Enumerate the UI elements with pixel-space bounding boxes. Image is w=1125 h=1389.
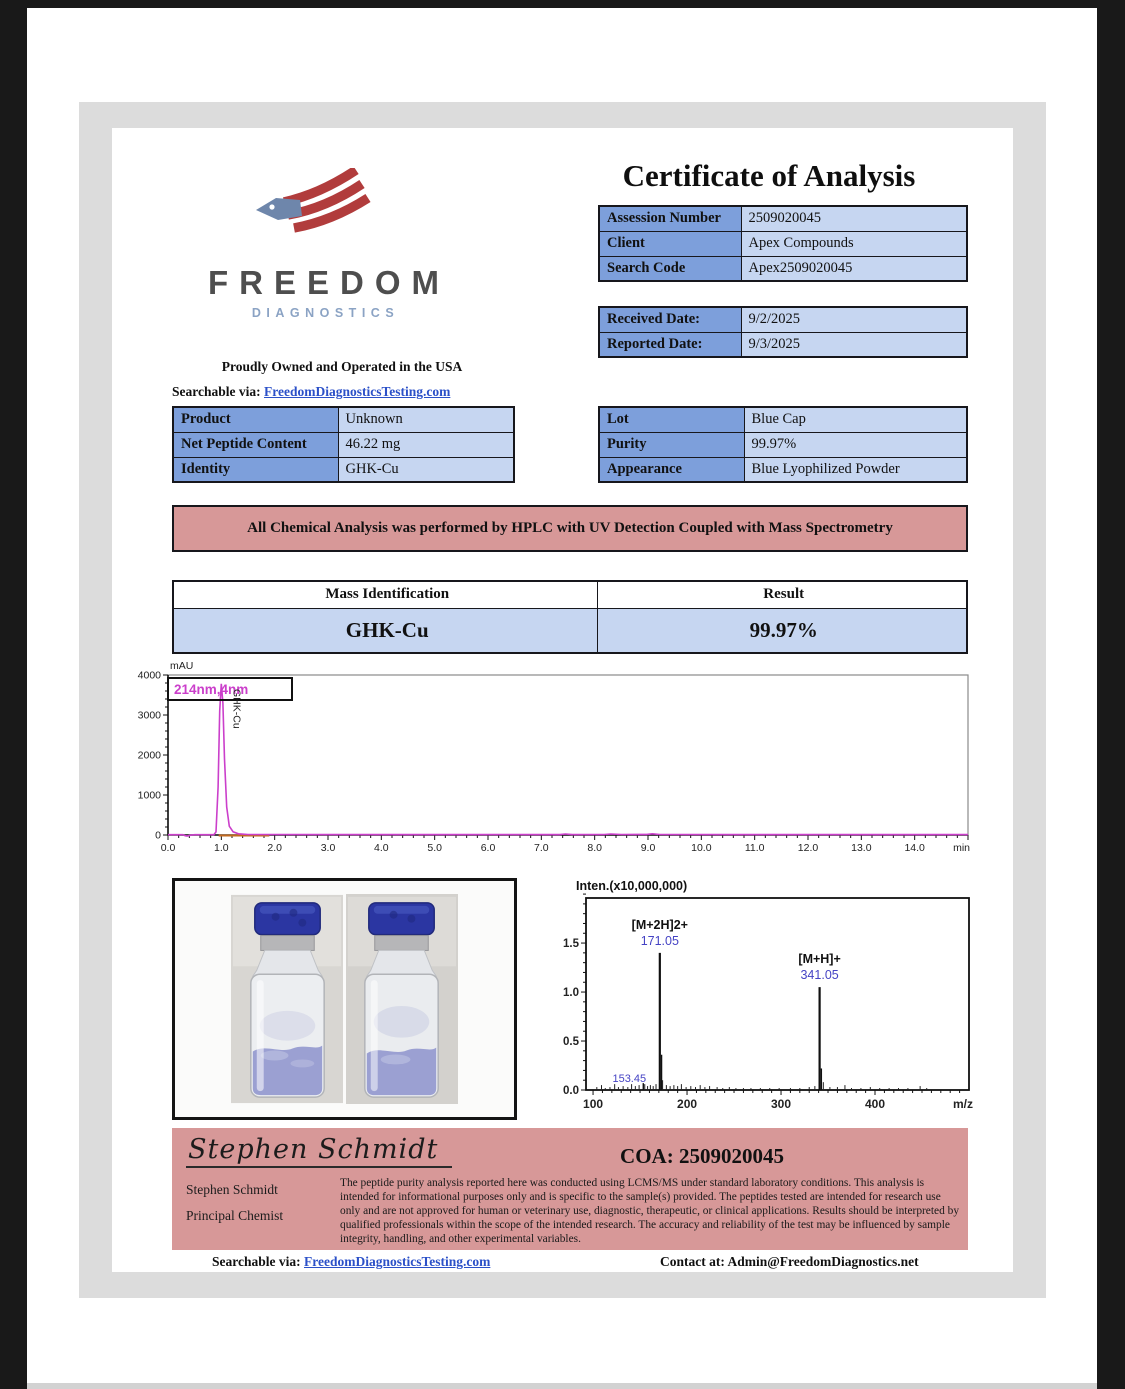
usa-tagline: Proudly Owned and Operated in the USA xyxy=(221,359,463,374)
info-label: Search Code xyxy=(598,255,742,282)
searchable-link[interactable]: FreedomDiagnosticsTesting.com xyxy=(264,384,451,399)
vial-photo-right xyxy=(346,894,458,1104)
svg-text:100: 100 xyxy=(583,1097,603,1111)
date-label: Received Date: xyxy=(598,306,742,333)
svg-text:[M+2H]2+: [M+2H]2+ xyxy=(632,918,688,932)
lot-label: Purity xyxy=(598,431,745,458)
accession-info-table: Assession Number 2509020045 Client Apex … xyxy=(598,205,968,282)
svg-text:200: 200 xyxy=(677,1097,697,1111)
date-value: 9/2/2025 xyxy=(740,306,968,333)
hplc-chromatogram-chart: 0 1000 2000 3000 4000 0.0 1.0 2.0 3.0 4.0 5.0 6.0 7.… xyxy=(138,660,971,854)
svg-text:12.0: 12.0 xyxy=(798,842,819,854)
footer-searchable-label: Searchable via: xyxy=(212,1254,301,1269)
info-value: Apex2509020045 xyxy=(740,255,968,282)
lot-label: Appearance xyxy=(598,456,745,483)
svg-text:11.0: 11.0 xyxy=(745,842,765,854)
svg-text:13.0: 13.0 xyxy=(851,842,872,854)
svg-text:10.0: 10.0 xyxy=(691,842,712,854)
signature-footer-box: Stephen Schmidt COA: 2509020045 Stephen … xyxy=(172,1128,968,1250)
result-header: Result xyxy=(597,580,968,609)
searchable-line: Searchable via: FreedomDiagnosticsTestin… xyxy=(172,384,450,400)
bottom-strip xyxy=(27,1383,1097,1389)
svg-text:400: 400 xyxy=(865,1097,885,1111)
lot-value: 99.97% xyxy=(743,431,968,458)
svg-text:[M+H]+: [M+H]+ xyxy=(798,952,840,966)
svg-text:3.0: 3.0 xyxy=(321,842,336,854)
svg-text:1.0: 1.0 xyxy=(563,987,579,999)
svg-text:1.0: 1.0 xyxy=(214,842,229,854)
product-value: GHK-Cu xyxy=(337,456,515,483)
signature-script: Stephen Schmidt xyxy=(186,1134,453,1168)
svg-text:1000: 1000 xyxy=(138,790,162,802)
svg-text:153.45: 153.45 xyxy=(612,1073,646,1085)
svg-text:214nm,4nm: 214nm,4nm xyxy=(174,682,248,697)
info-label: Assession Number xyxy=(598,205,742,232)
svg-text:0: 0 xyxy=(155,830,161,842)
svg-text:mAU: mAU xyxy=(170,660,193,672)
coa-number: COA: 2509020045 xyxy=(620,1144,784,1168)
lot-value: Blue Lyophilized Powder xyxy=(743,456,968,483)
lot-label: Lot xyxy=(598,406,745,433)
svg-text:0.0: 0.0 xyxy=(563,1085,579,1097)
method-banner-text: All Chemical Analysis was performed by H… xyxy=(247,520,893,536)
svg-text:2000: 2000 xyxy=(138,750,162,762)
signer-title: Principal Chemist xyxy=(186,1208,284,1223)
searchable-label: Searchable via: xyxy=(172,384,261,399)
product-label: Identity xyxy=(172,456,339,483)
svg-text:300: 300 xyxy=(771,1097,791,1111)
mass-header: Mass Identification xyxy=(172,580,599,609)
svg-text:0.5: 0.5 xyxy=(563,1036,580,1048)
svg-text:min: min xyxy=(953,842,970,854)
result-value: 99.97% xyxy=(597,607,968,654)
method-banner: All Chemical Analysis was performed by H… xyxy=(172,505,968,552)
lot-table: Lot Blue Cap Purity 99.97% Appearance Bl… xyxy=(598,406,968,483)
svg-text:1.5: 1.5 xyxy=(563,938,580,950)
footer-searchable-link[interactable]: FreedomDiagnosticsTesting.com xyxy=(304,1254,491,1269)
logo-subtitle: DIAGNOSTICS xyxy=(251,306,400,320)
svg-text:Inten.(x10,000,000): Inten.(x10,000,000) xyxy=(576,879,687,893)
date-label: Reported Date: xyxy=(598,331,742,358)
logo-wordmark: FREEDOM xyxy=(208,264,450,301)
product-table: Product Unknown Net Peptide Content 46.2… xyxy=(172,406,515,483)
product-value: Unknown xyxy=(337,406,515,433)
vial-photo-box xyxy=(172,878,517,1120)
mass-value: GHK-Cu xyxy=(172,607,599,654)
svg-text:8.0: 8.0 xyxy=(587,842,602,854)
svg-text:6.0: 6.0 xyxy=(481,842,496,854)
signer-name: Stephen Schmidt xyxy=(186,1182,278,1197)
page-title: Certificate of Analysis xyxy=(622,158,916,193)
info-value: 2509020045 xyxy=(740,205,968,232)
svg-text:m/z: m/z xyxy=(953,1097,973,1111)
lot-value: Blue Cap xyxy=(743,406,968,433)
svg-text:341.05: 341.05 xyxy=(800,968,838,982)
mass-identification-table: Mass Identification Result GHK-Cu 99.97% xyxy=(172,580,968,654)
svg-text:14.0: 14.0 xyxy=(904,842,925,854)
svg-text:0.0: 0.0 xyxy=(161,842,176,854)
info-value: Apex Compounds xyxy=(740,230,968,257)
svg-text:GHK-Cu: GHK-Cu xyxy=(230,689,242,729)
disclaimer-text: The peptide purity analysis reported her… xyxy=(340,1177,960,1246)
dates-table: Received Date: 9/2/2025 Reported Date: 9… xyxy=(598,306,968,358)
footer-contact: Contact at: Admin@FreedomDiagnostics.net xyxy=(660,1254,919,1269)
vial-photo-left xyxy=(231,894,343,1104)
svg-text:5.0: 5.0 xyxy=(427,842,442,854)
svg-text:9.0: 9.0 xyxy=(641,842,656,854)
svg-text:3000: 3000 xyxy=(138,710,162,722)
eagle-flag-logo-icon xyxy=(256,168,371,233)
svg-text:4.0: 4.0 xyxy=(374,842,389,854)
footer-searchable-line: Searchable via: FreedomDiagnosticsTestin… xyxy=(212,1254,490,1270)
svg-text:171.05: 171.05 xyxy=(641,934,679,948)
product-label: Net Peptide Content xyxy=(172,431,339,458)
certificate-document: FREEDOM DIAGNOSTICS Certificate of Analy… xyxy=(112,128,1013,1272)
product-label: Product xyxy=(172,406,339,433)
product-value: 46.22 mg xyxy=(337,431,515,458)
info-label: Client xyxy=(598,230,742,257)
svg-text:4000: 4000 xyxy=(138,670,162,682)
svg-text:2.0: 2.0 xyxy=(267,842,282,854)
svg-text:7.0: 7.0 xyxy=(534,842,549,854)
date-value: 9/3/2025 xyxy=(740,331,968,358)
mass-spectrum-chart: Inten.(x10,000,000) 0.0 0.5 1.0 1.5 100 200 300… xyxy=(563,879,973,1111)
